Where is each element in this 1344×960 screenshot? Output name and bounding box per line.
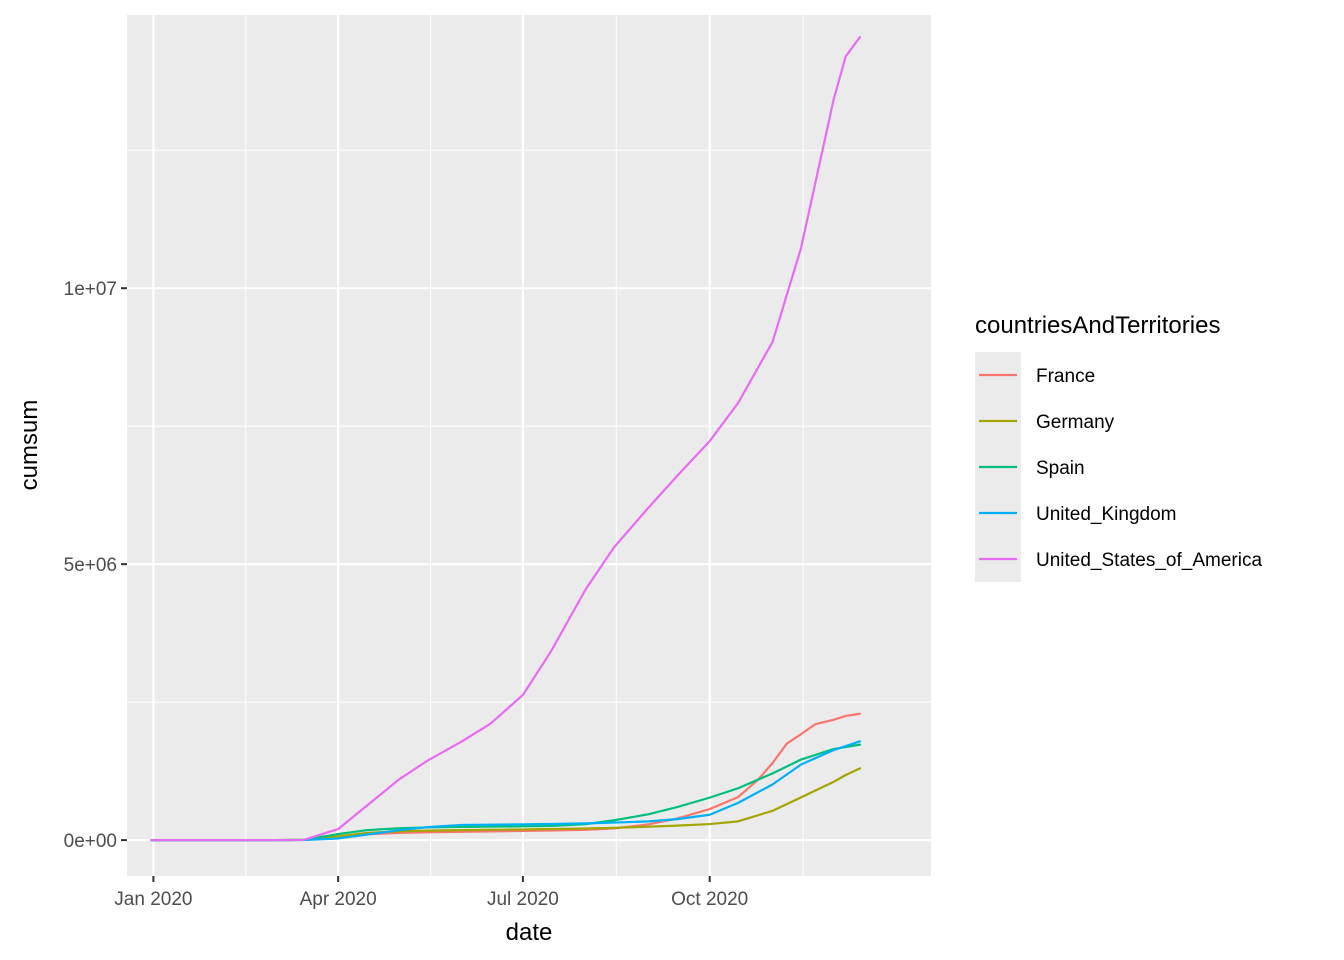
series-lines bbox=[150, 35, 862, 842]
legend-label: Spain bbox=[1036, 458, 1085, 479]
legend-label: Germany bbox=[1036, 412, 1115, 433]
legend-item: United_Kingdom bbox=[979, 504, 1176, 525]
legend-label: United_States_of_America bbox=[1036, 550, 1262, 571]
series-line-germany bbox=[150, 767, 862, 842]
x-axis-title: date bbox=[506, 919, 553, 946]
legend-item: Spain bbox=[979, 458, 1085, 479]
y-tick-label: 0e+00 bbox=[64, 831, 117, 852]
legend: countriesAndTerritories France Germany Spa… bbox=[975, 312, 1262, 582]
legend-label: France bbox=[1036, 366, 1095, 387]
x-tick-label: Apr 2020 bbox=[300, 889, 377, 910]
legend-item: United_States_of_America bbox=[979, 550, 1262, 571]
y-tick-label: 1e+07 bbox=[64, 279, 117, 300]
axis-ticks bbox=[121, 287, 711, 882]
series-line-united-kingdom bbox=[150, 740, 862, 842]
x-tick-label: Jul 2020 bbox=[487, 889, 559, 910]
y-axis-title: cumsum bbox=[16, 400, 43, 491]
y-tick-label: 5e+06 bbox=[64, 555, 117, 576]
y-tick-labels: 0e+00 5e+06 1e+07 bbox=[64, 279, 117, 852]
x-tick-labels: Jan 2020 Apr 2020 Jul 2020 Oct 2020 bbox=[114, 889, 748, 910]
minor-gridlines bbox=[127, 15, 931, 876]
x-tick-label: Jan 2020 bbox=[114, 889, 192, 910]
series-line-united-states-of-america bbox=[150, 35, 862, 842]
x-tick-label: Oct 2020 bbox=[671, 889, 748, 910]
legend-item: Germany bbox=[979, 412, 1115, 433]
legend-label: United_Kingdom bbox=[1036, 504, 1176, 525]
panel-background bbox=[127, 15, 931, 876]
legend-title: countriesAndTerritories bbox=[975, 312, 1220, 339]
series-line-spain bbox=[150, 743, 862, 842]
legend-item: France bbox=[979, 366, 1095, 387]
